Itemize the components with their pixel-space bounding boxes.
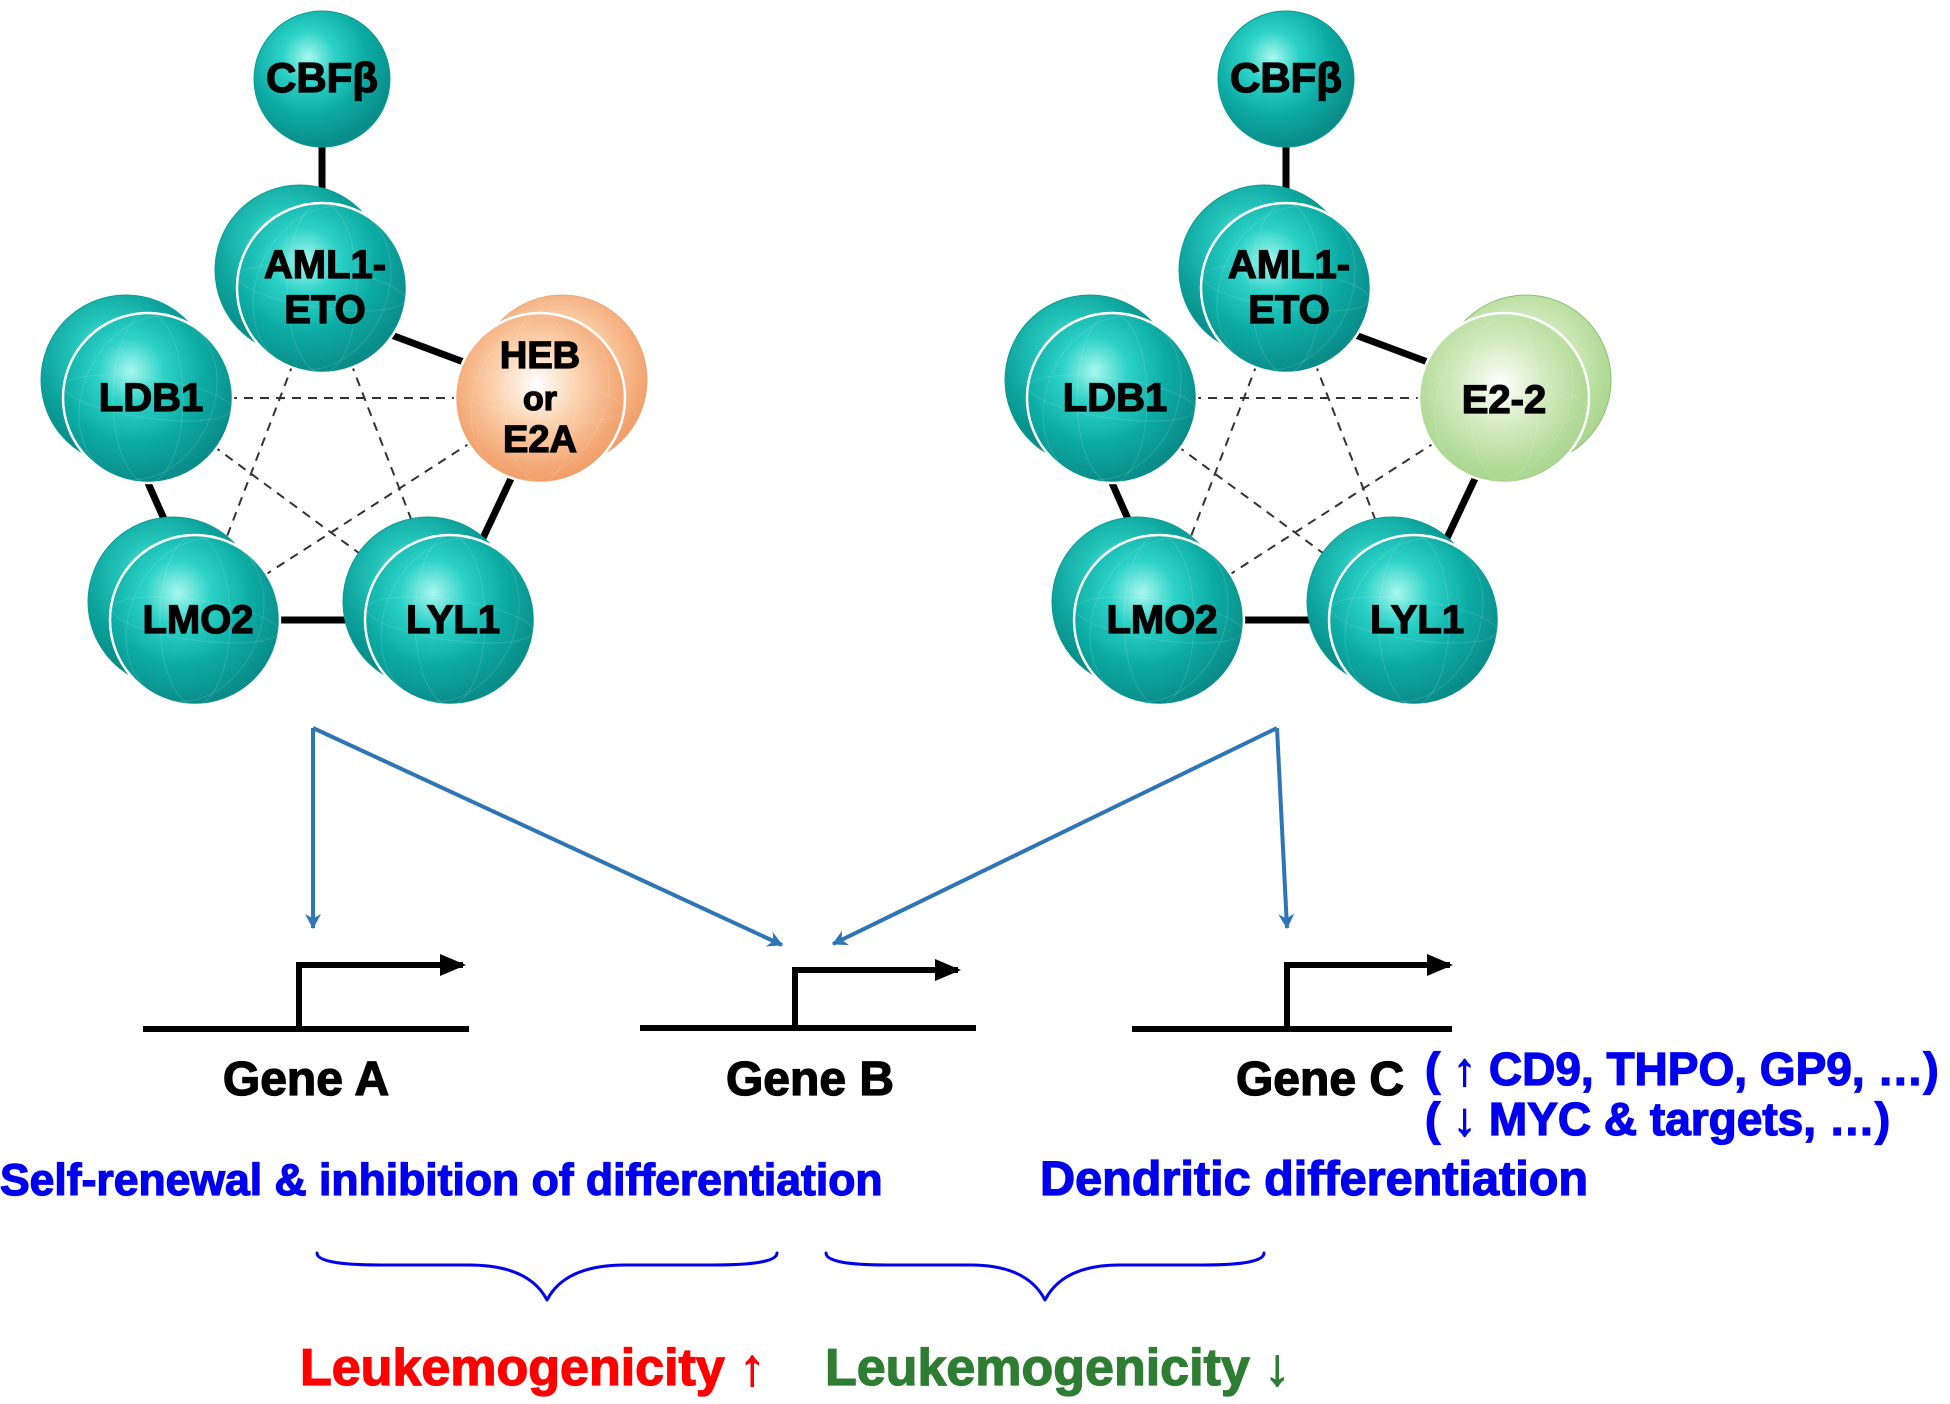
svg-text:CBFβ: CBFβ: [1230, 54, 1342, 101]
svg-text:ETO: ETO: [284, 288, 366, 332]
svg-text:LMO2: LMO2: [1106, 598, 1217, 642]
svg-text:Leukemogenicity ↓: Leukemogenicity ↓: [825, 1339, 1290, 1397]
svg-text:AML1-: AML1-: [264, 243, 386, 287]
svg-text:LYL1: LYL1: [1370, 598, 1464, 642]
svg-text:AML1-: AML1-: [1228, 243, 1350, 287]
svg-text:Gene A: Gene A: [223, 1053, 389, 1106]
svg-text:Gene C: Gene C: [1236, 1053, 1404, 1106]
svg-text:HEB: HEB: [500, 335, 580, 377]
svg-text:or: or: [523, 380, 557, 418]
svg-text:LMO2: LMO2: [142, 598, 253, 642]
svg-text:Self-renewal & inhibition of d: Self-renewal & inhibition of differentia…: [0, 1156, 883, 1205]
svg-text:( ↓ MYC & targets, …): ( ↓ MYC & targets, …): [1425, 1093, 1890, 1145]
svg-text:Dendritic differentiation: Dendritic differentiation: [1040, 1152, 1588, 1206]
svg-text:CBFβ: CBFβ: [266, 54, 378, 101]
svg-text:Gene B: Gene B: [726, 1053, 894, 1106]
svg-text:E2A: E2A: [503, 419, 577, 461]
svg-text:LYL1: LYL1: [406, 598, 500, 642]
svg-text:LDB1: LDB1: [1063, 376, 1167, 420]
svg-text:E2-2: E2-2: [1462, 378, 1547, 422]
svg-text:Leukemogenicity ↑: Leukemogenicity ↑: [300, 1339, 765, 1397]
svg-text:ETO: ETO: [1248, 288, 1330, 332]
svg-text:LDB1: LDB1: [99, 376, 203, 420]
svg-text:( ↑ CD9, THPO, GP9, …): ( ↑ CD9, THPO, GP9, …): [1425, 1043, 1939, 1095]
